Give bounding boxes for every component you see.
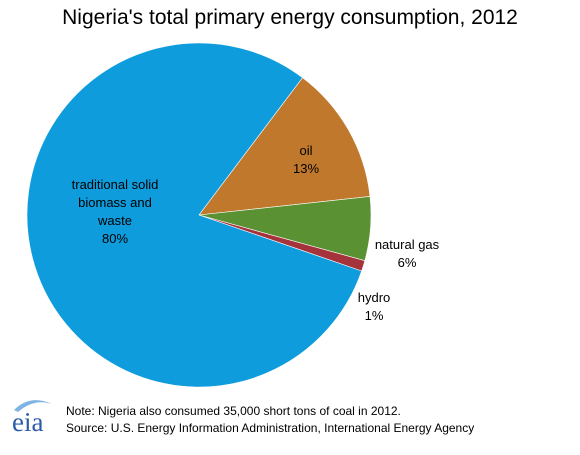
pie-slice-3: [26, 42, 363, 388]
slice-label-line: 13%: [293, 161, 319, 176]
pie-slice-0: [198, 77, 371, 216]
footer: eia Note: Nigeria also consumed 35,000 s…: [0, 390, 580, 450]
slice-label-line: traditional solid: [72, 177, 159, 192]
slice-label-line: 80%: [102, 231, 128, 246]
footnote: Note: Nigeria also consumed 35,000 short…: [66, 403, 474, 437]
slice-label-3: traditional solid biomass and waste 80%: [72, 177, 159, 246]
slice-label-line: waste: [97, 213, 132, 228]
note-line: Note: Nigeria also consumed 35,000 short…: [66, 404, 401, 418]
chart-title: Nigeria's total primary energy consumpti…: [62, 6, 518, 29]
slice-label-1: natural gas 6%: [375, 237, 440, 270]
eia-logo: eia: [12, 400, 52, 436]
source-line: Source: U.S. Energy Information Administ…: [66, 421, 475, 435]
slice-label-line: 6%: [398, 255, 417, 270]
slice-label-line: biomass and: [78, 195, 152, 210]
slice-label-line: natural gas: [375, 237, 440, 252]
slice-label-0: oil 13%: [293, 143, 319, 176]
slice-label-line: 1%: [365, 308, 384, 323]
pie-chart: oil 13% natural gas 6% hydro 1% traditional so…: [26, 42, 440, 388]
slice-label-line: oil: [299, 143, 312, 158]
slice-label-2: hydro 1%: [358, 290, 391, 323]
slice-label-line: hydro: [358, 290, 391, 305]
logo-text: eia: [12, 407, 43, 436]
logo-swoosh-icon: [14, 400, 52, 412]
